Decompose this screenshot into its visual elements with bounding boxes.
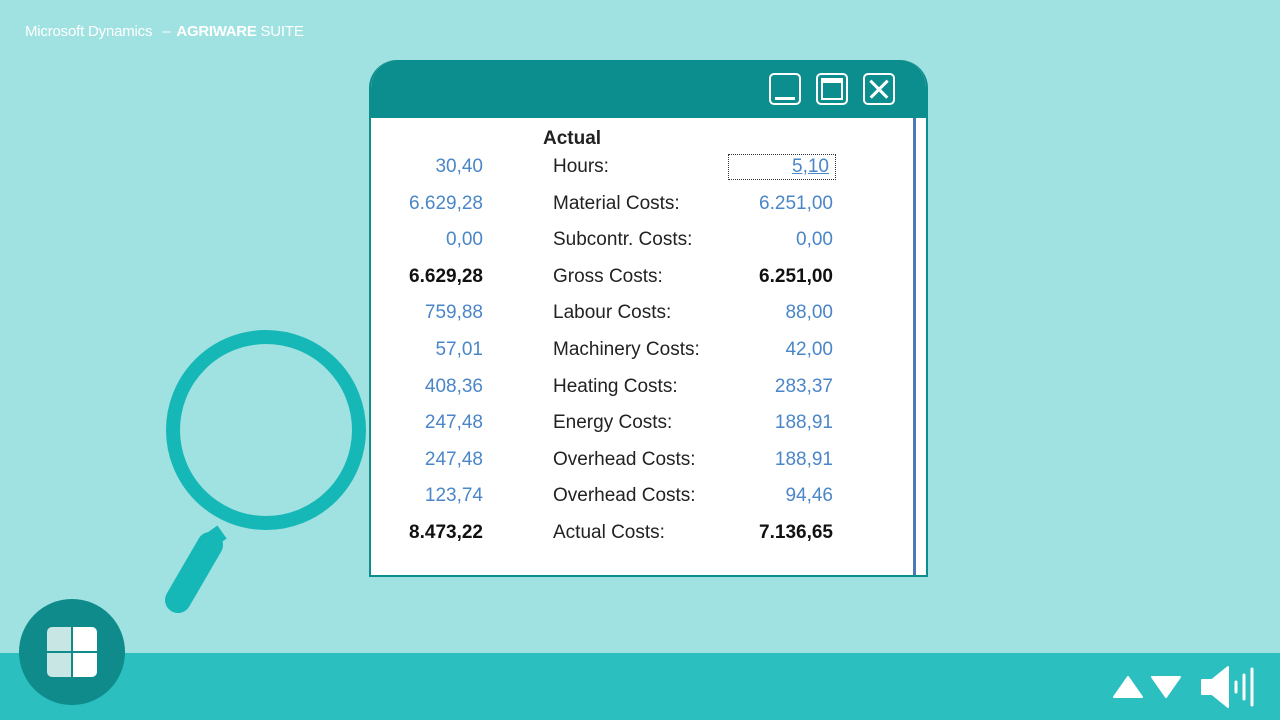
cost-label: Overhead Costs: — [553, 448, 696, 470]
cost-label: Energy Costs: — [553, 412, 673, 434]
actual-value[interactable]: 188,91 — [774, 448, 833, 470]
brand-suite: SUITE — [260, 23, 304, 40]
cost-label: Material Costs: — [553, 192, 680, 214]
actual-value: 6.251,00 — [759, 265, 833, 287]
next-button[interactable] — [1150, 675, 1182, 699]
cost-label: Heating Costs: — [553, 375, 678, 397]
previous-button[interactable] — [1112, 675, 1144, 699]
cost-row: 8.473,22 Actual Costs: 7.136,65 — [371, 522, 911, 559]
brand-dash: – — [162, 23, 171, 40]
cost-label: Actual Costs: — [553, 521, 665, 543]
cost-rows: 30,40 Hours: 5,10 6.629,28 Material Costs: 6.… — [371, 154, 911, 559]
actual-value[interactable]: 94,46 — [785, 485, 833, 507]
triangle-down-icon — [1151, 676, 1181, 698]
budget-value: 8.473,22 — [409, 521, 483, 543]
cost-row: 408,36 Heating Costs: 283,37 — [371, 376, 911, 413]
cost-row: 6.629,28 Gross Costs: 6.251,00 — [371, 266, 911, 303]
budget-value[interactable]: 247,48 — [424, 412, 483, 434]
cost-row: 30,40 Hours: 5,10 — [371, 154, 911, 193]
magnifier-icon — [165, 330, 366, 613]
actual-value[interactable]: 283,37 — [774, 375, 833, 397]
focused-actual-field[interactable]: 5,10 — [728, 154, 836, 180]
actual-value[interactable]: 88,00 — [785, 302, 833, 324]
budget-value[interactable]: 30,40 — [435, 156, 483, 177]
cost-row: 6.629,28 Material Costs: 6.251,00 — [371, 193, 911, 230]
cost-label: Gross Costs: — [553, 265, 663, 287]
budget-value[interactable]: 408,36 — [424, 375, 483, 397]
cost-label: Machinery Costs: — [553, 338, 700, 360]
minimize-button[interactable] — [769, 73, 801, 105]
cost-label: Overhead Costs: — [553, 485, 696, 507]
cost-label: Subcontr. Costs: — [553, 229, 693, 251]
cost-label: Hours: — [553, 156, 609, 177]
index-button[interactable] — [19, 599, 125, 705]
index-icon — [47, 627, 97, 677]
actual-value[interactable]: 6.251,00 — [759, 192, 833, 214]
close-button[interactable] — [863, 73, 895, 105]
statistics-window: Actual 30,40 Hours: 5,10 6.629,28 Material C… — [369, 60, 928, 577]
actual-value[interactable]: 188,91 — [774, 412, 833, 434]
vertical-scrollbar[interactable] — [913, 118, 916, 575]
budget-value[interactable]: 0,00 — [446, 229, 483, 251]
actual-value-link[interactable]: 5,10 — [792, 156, 829, 177]
actual-value[interactable]: 0,00 — [796, 229, 833, 251]
brand-agriware: AGRIWARE — [176, 23, 257, 40]
cost-row: 247,48 Overhead Costs: 188,91 — [371, 449, 911, 486]
cost-label: Labour Costs: — [553, 302, 672, 324]
cost-row: 0,00 Subcontr. Costs: 0,00 — [371, 229, 911, 266]
brand-header: Microsoft Dynamics – AGRIWARE SUITE — [25, 23, 304, 40]
maximize-button[interactable] — [816, 73, 848, 105]
budget-value: 6.629,28 — [409, 265, 483, 287]
actual-value[interactable]: 42,00 — [785, 338, 833, 360]
speaker-icon — [1201, 666, 1254, 708]
budget-value[interactable]: 247,48 — [424, 448, 483, 470]
cost-row: 759,88 Labour Costs: 88,00 — [371, 302, 911, 339]
cost-row: 247,48 Energy Costs: 188,91 — [371, 412, 911, 449]
brand-microsoft-dynamics: Microsoft Dynamics — [25, 23, 153, 40]
cost-row: 123,74 Overhead Costs: 94,46 — [371, 485, 911, 522]
column-header-actual: Actual — [543, 128, 602, 149]
budget-value[interactable]: 57,01 — [435, 338, 483, 360]
triangle-up-icon — [1113, 676, 1143, 698]
cost-row: 57,01 Machinery Costs: 42,00 — [371, 339, 911, 376]
budget-value[interactable]: 759,88 — [424, 302, 483, 324]
bottom-bar — [0, 653, 1280, 720]
window-titlebar — [371, 60, 926, 118]
actual-value: 7.136,65 — [759, 521, 833, 543]
audio-button[interactable] — [1200, 664, 1260, 710]
budget-value[interactable]: 123,74 — [424, 485, 483, 507]
budget-value[interactable]: 6.629,28 — [409, 192, 483, 214]
